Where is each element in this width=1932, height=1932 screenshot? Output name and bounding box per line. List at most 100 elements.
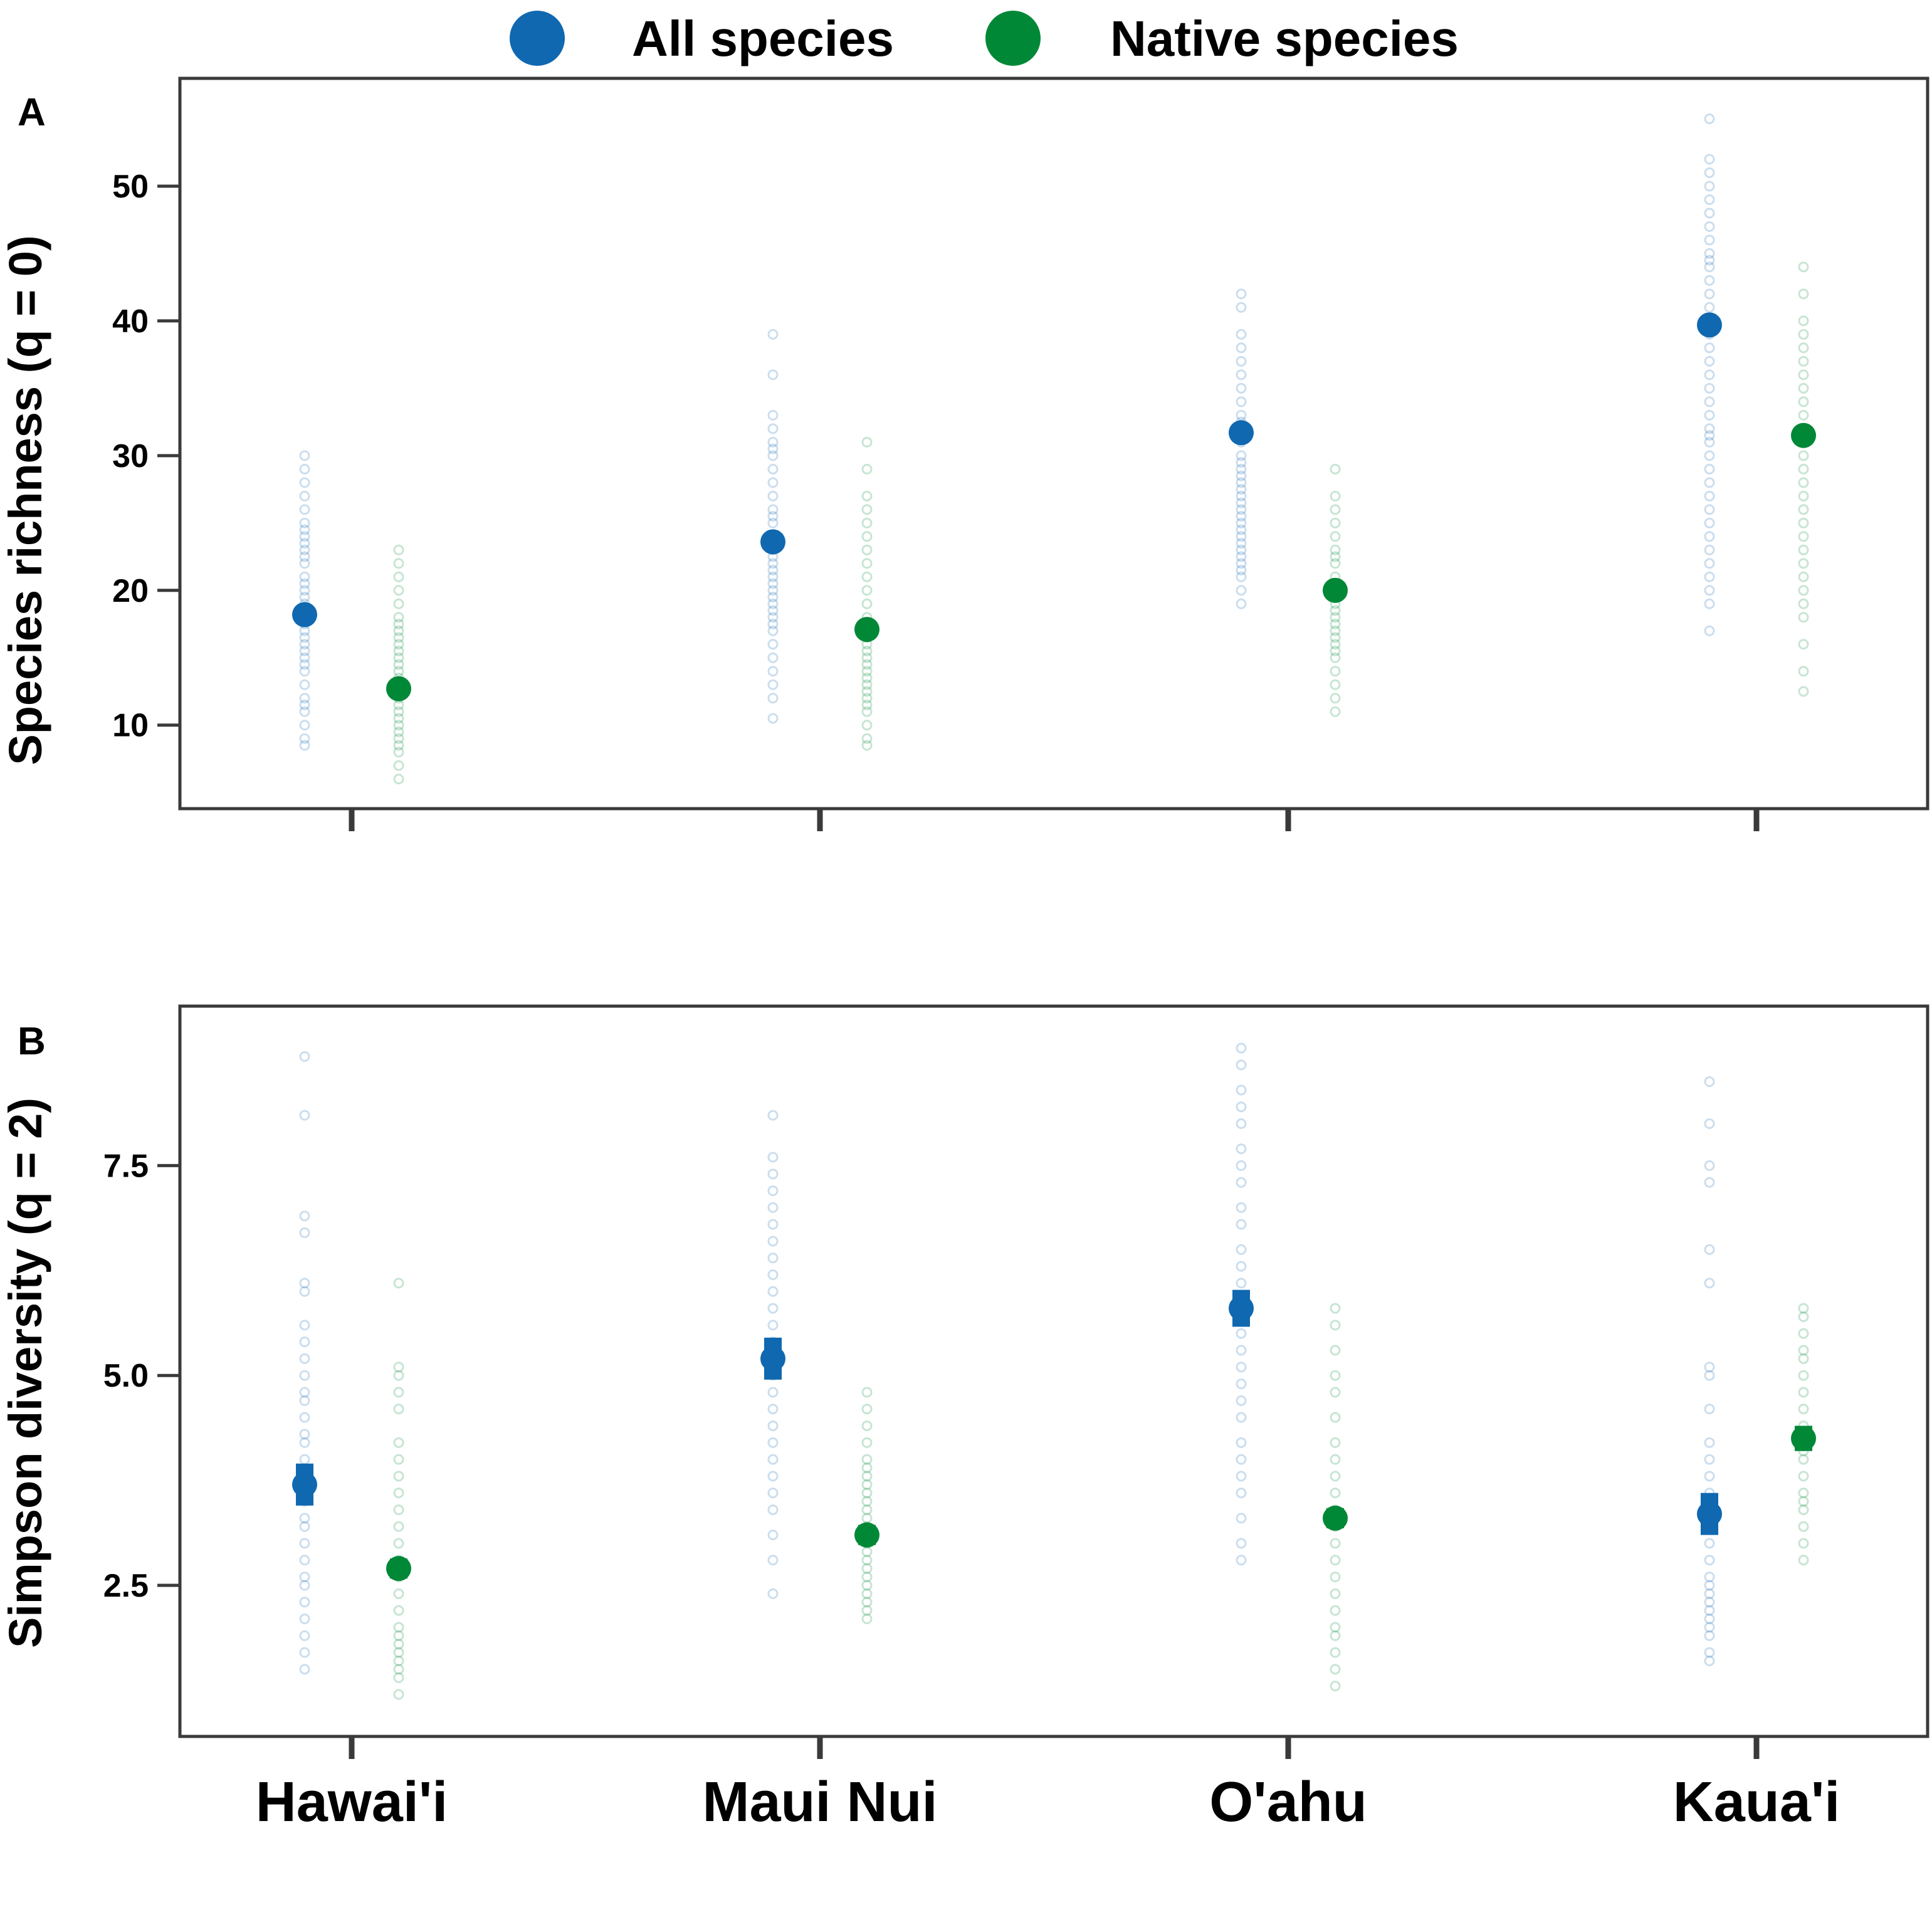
point-b-native-species-kaua-i-7 — [1798, 1454, 1809, 1465]
legend-marker-all-species — [510, 11, 565, 66]
point-a-native-species-maui-nui-18 — [861, 585, 873, 596]
point-b-native-species-hawai-i-2 — [393, 1664, 404, 1675]
point-b-native-species-kaua-i-5 — [1798, 1488, 1809, 1499]
panel-a-ylabel: Species richness (q = 0) — [0, 235, 51, 765]
point-b-all-species-o-ahu-11 — [1236, 1345, 1247, 1356]
point-a-all-species-kaua-i-33 — [1704, 194, 1715, 205]
mean-marker-b-all-species-hawai-i — [292, 1472, 317, 1498]
point-b-native-species-o-ahu-12 — [1330, 1488, 1341, 1499]
point-a-native-species-maui-nui-23 — [861, 517, 873, 528]
point-b-all-species-maui-nui-23 — [767, 1168, 779, 1180]
point-a-all-species-o-ahu-29 — [1236, 342, 1247, 354]
point-a-all-species-kaua-i-35 — [1704, 167, 1715, 178]
point-a-native-species-hawai-i-23 — [393, 598, 404, 609]
panel-b-letter: B — [18, 1020, 46, 1063]
point-a-all-species-kaua-i-2 — [1704, 585, 1715, 596]
point-a-all-species-o-ahu-26 — [1236, 382, 1247, 394]
point-b-all-species-hawai-i-2 — [299, 1630, 310, 1641]
point-b-native-species-hawai-i-19 — [393, 1404, 404, 1415]
point-b-all-species-maui-nui-25 — [767, 1110, 779, 1121]
point-b-native-species-hawai-i-17 — [393, 1454, 404, 1465]
point-a-all-species-kaua-i-24 — [1704, 302, 1715, 313]
panel-a: A Species richness (q = 0) 10 20 30 40 50 — [0, 76, 1929, 831]
point-a-native-species-kaua-i-4 — [1798, 598, 1809, 609]
point-a-all-species-hawai-i-23 — [299, 551, 310, 562]
point-a-all-species-kaua-i-4 — [1704, 558, 1715, 569]
point-b-native-species-o-ahu-7 — [1330, 1572, 1341, 1583]
point-a-native-species-hawai-i-21 — [393, 619, 404, 630]
point-a-all-species-kaua-i-0 — [1704, 625, 1715, 636]
point-a-all-species-maui-nui-28 — [767, 443, 779, 454]
point-b-native-species-kaua-i-16 — [1798, 1345, 1809, 1356]
point-b-all-species-o-ahu-1 — [1236, 1538, 1247, 1549]
point-a-all-species-o-ahu-18 — [1236, 463, 1247, 475]
point-a-native-species-hawai-i-24 — [393, 585, 404, 596]
point-a-all-species-kaua-i-16 — [1704, 409, 1715, 421]
point-b-all-species-o-ahu-21 — [1236, 1160, 1247, 1171]
point-a-all-species-maui-nui-31 — [767, 409, 779, 421]
point-a-all-species-hawai-i-25 — [299, 538, 310, 549]
point-b-all-species-kaua-i-10 — [1704, 1555, 1715, 1566]
mean-marker-a-native-species-o-ahu — [1323, 577, 1348, 603]
category-label-hawaii: Hawai'i — [256, 1771, 448, 1834]
point-a-all-species-maui-nui-29 — [767, 436, 779, 448]
point-a-native-species-kaua-i-13 — [1798, 477, 1809, 488]
point-a-native-species-hawai-i-4 — [393, 733, 404, 744]
point-a-native-species-hawai-i-7 — [393, 713, 404, 724]
point-a-all-species-o-ahu-5 — [1236, 551, 1247, 562]
point-a-all-species-o-ahu-20 — [1236, 450, 1247, 461]
point-b-all-species-kaua-i-4 — [1704, 1614, 1715, 1625]
ytick-label-a-4: 50 — [112, 169, 149, 205]
point-a-all-species-hawai-i-12 — [299, 632, 310, 643]
panel-b-yticks: 2.5 5.0 7.5 — [103, 1148, 180, 1604]
point-a-all-species-hawai-i-24 — [299, 544, 310, 555]
point-b-all-species-hawai-i-27 — [299, 1210, 310, 1222]
point-a-all-species-hawai-i-8 — [299, 659, 310, 670]
point-b-native-species-maui-nui-5 — [861, 1572, 873, 1583]
point-a-all-species-kaua-i-18 — [1704, 382, 1715, 394]
point-b-all-species-maui-nui-7 — [767, 1437, 779, 1448]
point-a-native-species-kaua-i-1 — [1798, 666, 1809, 677]
point-b-all-species-maui-nui-17 — [767, 1269, 779, 1281]
point-a-all-species-hawai-i-19 — [299, 585, 310, 596]
point-b-all-species-maui-nui-18 — [767, 1252, 779, 1264]
point-a-all-species-o-ahu-28 — [1236, 355, 1247, 367]
point-a-all-species-o-ahu-10 — [1236, 517, 1247, 528]
point-b-native-species-o-ahu-9 — [1330, 1538, 1341, 1549]
point-b-all-species-kaua-i-25 — [1704, 1118, 1715, 1129]
point-b-all-species-hawai-i-9 — [299, 1521, 310, 1532]
point-b-native-species-maui-nui-13 — [861, 1504, 873, 1515]
point-b-native-species-o-ahu-19 — [1330, 1345, 1341, 1356]
point-a-all-species-maui-nui-11 — [767, 592, 779, 603]
point-b-all-species-kaua-i-20 — [1704, 1362, 1715, 1373]
point-a-native-species-o-ahu-21 — [1330, 504, 1341, 515]
point-b-all-species-kaua-i-6 — [1704, 1597, 1715, 1608]
panel-b-xticks — [349, 1738, 1760, 1759]
point-b-all-species-kaua-i-11 — [1704, 1538, 1715, 1549]
point-a-native-species-kaua-i-21 — [1798, 369, 1809, 381]
point-b-all-species-hawai-i-7 — [299, 1555, 310, 1566]
point-b-native-species-hawai-i-20 — [393, 1387, 404, 1398]
point-b-all-species-o-ahu-19 — [1236, 1202, 1247, 1213]
point-a-all-species-o-ahu-16 — [1236, 477, 1247, 488]
point-b-native-species-hawai-i-23 — [393, 1278, 404, 1289]
point-a-all-species-maui-nui-2 — [767, 679, 779, 690]
point-a-native-species-hawai-i-6 — [393, 720, 404, 731]
point-a-all-species-o-ahu-25 — [1236, 396, 1247, 407]
point-b-native-species-maui-nui-15 — [861, 1488, 873, 1499]
point-a-all-species-hawai-i-2 — [299, 720, 310, 731]
point-b-all-species-o-ahu-27 — [1236, 1042, 1247, 1054]
point-b-all-species-o-ahu-22 — [1236, 1143, 1247, 1155]
mean-marker-a-native-species-hawai-i — [386, 676, 411, 701]
panel-b: B Simpson diversity (q = 2) 2.5 5.0 7.5 — [0, 1004, 1929, 1759]
point-b-all-species-hawai-i-19 — [299, 1387, 310, 1398]
point-b-all-species-maui-nui-0 — [767, 1588, 779, 1599]
point-a-all-species-hawai-i-26 — [299, 531, 310, 542]
point-a-native-species-kaua-i-24 — [1798, 328, 1809, 340]
point-b-all-species-o-ahu-25 — [1236, 1084, 1247, 1096]
point-a-native-species-hawai-i-0 — [393, 774, 404, 785]
point-b-all-species-o-ahu-15 — [1236, 1278, 1247, 1289]
point-b-all-species-o-ahu-2 — [1236, 1513, 1247, 1524]
point-a-all-species-o-ahu-3 — [1236, 565, 1247, 576]
